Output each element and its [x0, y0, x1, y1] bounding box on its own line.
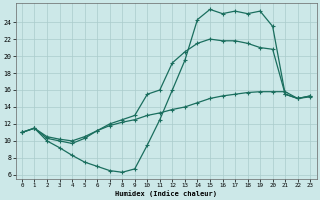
X-axis label: Humidex (Indice chaleur): Humidex (Indice chaleur) — [115, 190, 217, 197]
